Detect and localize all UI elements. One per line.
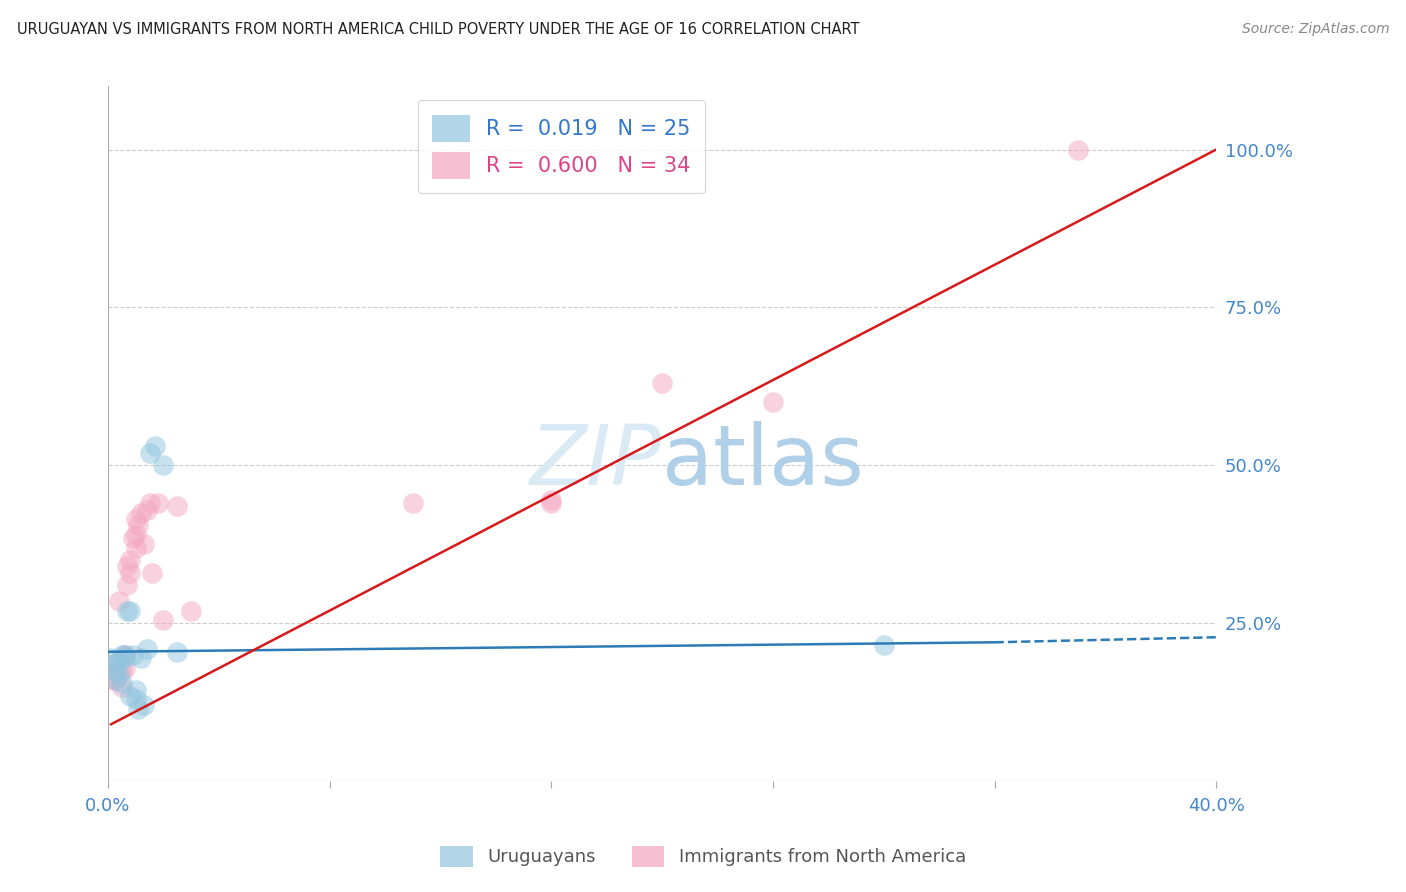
Point [108, 594, 131, 608]
Point [138, 496, 160, 510]
Point [120, 604, 142, 618]
Point [402, 496, 425, 510]
Text: ZIP: ZIP [530, 421, 662, 502]
Point [138, 446, 160, 460]
Point [120, 553, 142, 567]
Point [127, 701, 149, 715]
Point [114, 648, 136, 662]
Point [152, 613, 174, 627]
Point [114, 660, 136, 674]
Point [111, 648, 134, 662]
Point [152, 458, 174, 473]
Point [120, 566, 142, 580]
Legend: R =  0.019   N = 25, R =  0.600   N = 34: R = 0.019 N = 25, R = 0.600 N = 34 [418, 100, 706, 194]
Point [762, 395, 785, 409]
Point [105, 673, 128, 688]
Point [873, 639, 896, 653]
Point [111, 664, 134, 678]
Point [1067, 143, 1090, 157]
Point [111, 680, 134, 694]
Point [651, 376, 673, 391]
Point [120, 689, 142, 703]
Point [129, 506, 152, 520]
Point [117, 559, 139, 574]
Point [540, 496, 562, 510]
Point [103, 657, 125, 672]
Point [166, 645, 188, 659]
Point [108, 654, 131, 668]
Point [135, 502, 157, 516]
Point [105, 673, 128, 688]
Point [127, 518, 149, 533]
Point [146, 496, 169, 510]
Point [132, 537, 155, 551]
Point [103, 673, 125, 688]
Point [111, 676, 134, 690]
Point [108, 666, 131, 681]
Text: Source: ZipAtlas.com: Source: ZipAtlas.com [1241, 22, 1389, 37]
Point [143, 440, 166, 454]
Point [132, 698, 155, 713]
Point [125, 541, 148, 555]
Point [122, 531, 145, 545]
Point [166, 500, 188, 514]
Point [117, 604, 139, 618]
Point [180, 604, 202, 618]
Point [125, 528, 148, 542]
Text: URUGUAYAN VS IMMIGRANTS FROM NORTH AMERICA CHILD POVERTY UNDER THE AGE OF 16 COR: URUGUAYAN VS IMMIGRANTS FROM NORTH AMERI… [17, 22, 859, 37]
Point [125, 512, 148, 526]
Point [125, 692, 148, 706]
Legend: Uruguayans, Immigrants from North America: Uruguayans, Immigrants from North Americ… [433, 838, 973, 874]
Point [105, 664, 128, 678]
Point [114, 651, 136, 665]
Point [103, 664, 125, 678]
Point [540, 493, 562, 508]
Point [105, 664, 128, 678]
Point [114, 648, 136, 662]
Point [135, 641, 157, 656]
Point [141, 566, 163, 580]
Text: atlas: atlas [662, 421, 863, 502]
Point [100, 651, 122, 665]
Point [100, 657, 122, 672]
Point [129, 651, 152, 665]
Point [117, 578, 139, 592]
Point [125, 682, 148, 697]
Point [122, 648, 145, 662]
